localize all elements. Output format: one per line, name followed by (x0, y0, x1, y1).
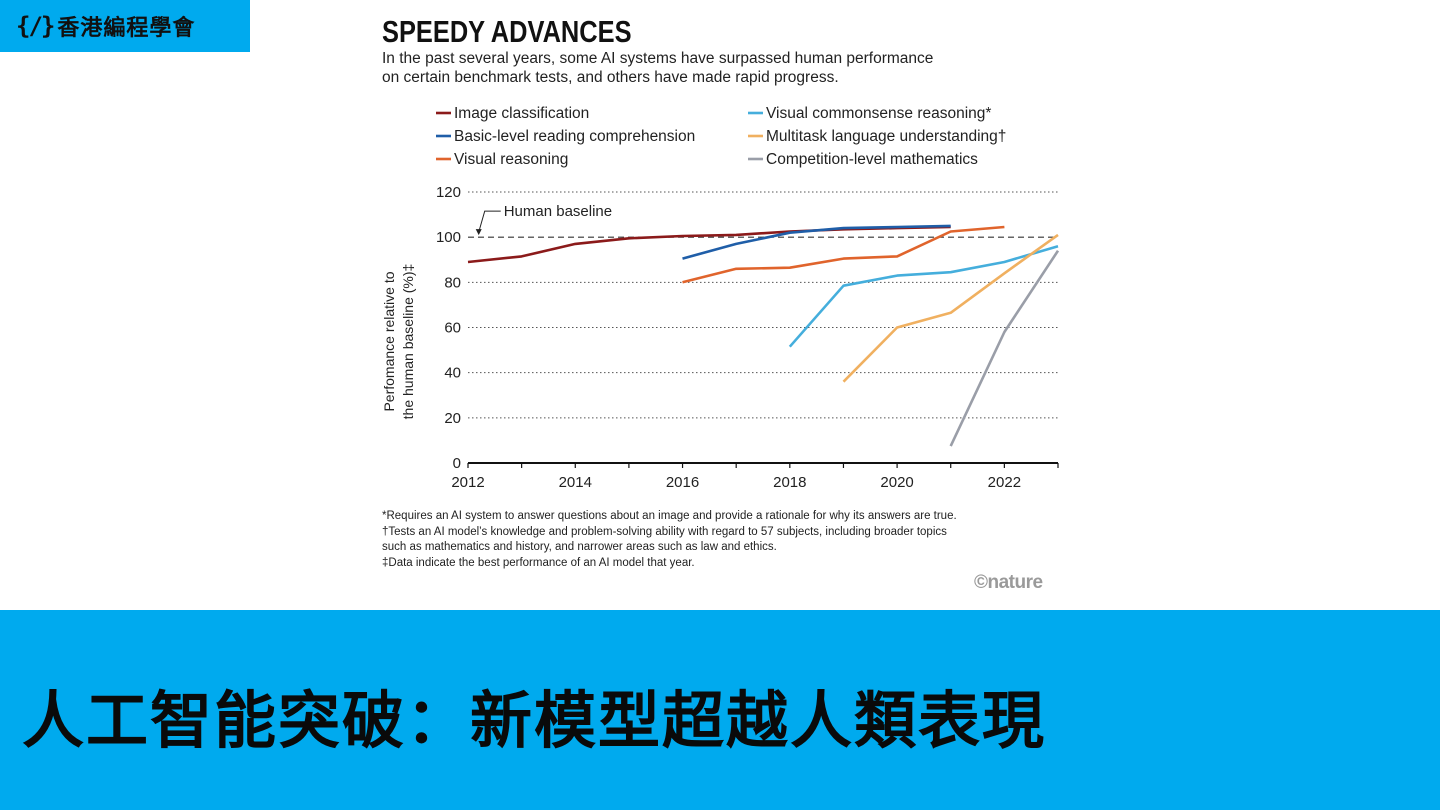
series-line (949, 249, 1060, 447)
series-line (682, 224, 951, 260)
legend-label: Basic-level reading comprehension (454, 128, 695, 145)
footnote: such as mathematics and history, and nar… (382, 541, 777, 553)
code-brackets-icon: {/} (16, 12, 55, 40)
x-tick-label: 2022 (988, 474, 1021, 491)
chart-subtitle-line: on certain benchmark tests, and others h… (382, 69, 839, 86)
x-tick-label: 2020 (880, 474, 913, 491)
legend-label: Visual reasoning (454, 151, 568, 168)
baseline-annotation-leader (478, 210, 501, 233)
y-tick-label: 120 (436, 184, 461, 201)
headline: 人工智能突破：新模型超越人類表現 (22, 684, 1047, 757)
brand-name: 香港編程學會 (57, 16, 196, 41)
legend-label: Multitask language understanding† (766, 128, 1006, 145)
x-tick-label: 2018 (773, 474, 806, 491)
headline-band: 人工智能突破：新模型超越人類表現 (0, 610, 1440, 810)
x-tick-label: 2016 (666, 474, 699, 491)
chart-subtitle: In the past several years, some AI syste… (382, 49, 1022, 87)
chart-title: SPEEDY ADVANCES (382, 14, 632, 49)
footnote: ‡Data indicate the best performance of a… (382, 556, 695, 569)
y-tick-label: 80 (444, 274, 461, 291)
brand-logo: {/} 香港編程學會 (0, 0, 250, 52)
y-tick-label: 0 (453, 455, 461, 472)
series-line (682, 225, 1005, 284)
baseline-annotation-label: Human baseline (504, 203, 612, 220)
legend-label: Competition-level mathematics (766, 151, 978, 168)
y-tick-label: 100 (436, 229, 461, 246)
y-axis-label: the human baseline (%)‡ (400, 264, 416, 420)
footnotes: *Requires an AI system to answer questio… (382, 509, 1062, 571)
x-tick-label: 2014 (559, 474, 592, 491)
y-tick-label: 20 (444, 410, 461, 427)
footnote: *Requires an AI system to answer questio… (382, 510, 957, 522)
footnote: †Tests an AI model’s knowledge and probl… (382, 525, 947, 538)
series-line (842, 233, 1059, 383)
legend-label: Visual commonsense reasoning* (766, 105, 991, 122)
chart-subtitle-line: In the past several years, some AI syste… (382, 50, 934, 67)
baseline-annotation-arrow (475, 229, 482, 236)
figure: SPEEDY ADVANCES In the past several year… (370, 12, 1070, 607)
nature-credit: ©nature (974, 572, 1043, 593)
line-chart: 0 20 40 60 80 100 120 2012 2014 2016 2018 2020 2022 P… (381, 105, 1060, 491)
y-tick-label: 60 (444, 320, 461, 337)
series-line (788, 244, 1059, 348)
y-axis-label: Perfomance relative to (381, 271, 397, 411)
x-tick-label: 2012 (451, 474, 484, 491)
y-tick-label: 40 (444, 365, 461, 382)
legend-label: Image classification (454, 105, 589, 122)
